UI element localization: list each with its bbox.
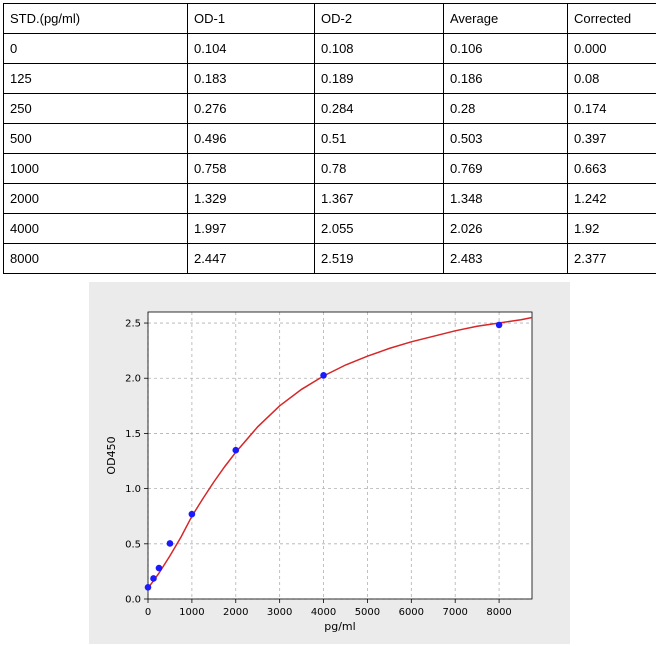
table-cell: 1.242 xyxy=(567,183,656,214)
table-cell: 2.483 xyxy=(443,243,568,274)
table-row: 125 0.183 0.189 0.186 0.08 xyxy=(3,63,656,94)
x-tick-label: 8000 xyxy=(486,607,511,618)
table-row: 1000 0.758 0.78 0.769 0.663 xyxy=(3,153,656,184)
table-cell: 250 xyxy=(3,93,188,124)
table-header-cell: OD-2 xyxy=(314,3,444,34)
table-cell: 0.174 xyxy=(567,93,656,124)
x-tick-label: 7000 xyxy=(442,607,467,618)
y-tick-label: 1.0 xyxy=(125,484,141,495)
table-cell: 0.186 xyxy=(443,63,568,94)
x-tick-label: 2000 xyxy=(223,607,248,618)
table-row: 4000 1.997 2.055 2.026 1.92 xyxy=(3,213,656,244)
table-cell: 0.758 xyxy=(187,153,315,184)
standard-curve-chart: 0 1000 2000 3000 4000 5000 6000 7000 8000 0.0 0.5 1… xyxy=(105,311,533,633)
y-axis-label: OD450 xyxy=(105,436,118,474)
table-cell: 0.503 xyxy=(443,123,568,154)
table-cell: 2.026 xyxy=(443,213,568,244)
table-cell: 0.104 xyxy=(187,33,315,64)
table-row: 2000 1.329 1.367 1.348 1.242 xyxy=(3,183,656,214)
table-cell: 0.284 xyxy=(314,93,444,124)
data-point xyxy=(155,564,163,572)
plot-area xyxy=(148,312,532,599)
table-cell: 2.055 xyxy=(314,213,444,244)
table-cell: 0.108 xyxy=(314,33,444,64)
x-tick-label: 6000 xyxy=(399,607,424,618)
table-cell: 0 xyxy=(3,33,188,64)
table-cell: 0.663 xyxy=(567,153,656,184)
table-cell: 0.496 xyxy=(187,123,315,154)
fit-curve-line xyxy=(147,316,533,589)
y-tick-label: 0.5 xyxy=(125,539,141,550)
table-cell: 2.519 xyxy=(314,243,444,274)
table-cell: 8000 xyxy=(3,243,188,274)
table-cell: 0.276 xyxy=(187,93,315,124)
table-header-cell: Corrected xyxy=(567,3,656,34)
x-tick-label: 5000 xyxy=(355,607,380,618)
table-cell: 2.447 xyxy=(187,243,315,274)
table-header-cell: STD.(pg/ml) xyxy=(3,3,188,34)
table-cell: 125 xyxy=(3,63,188,94)
table-cell: 0.78 xyxy=(314,153,444,184)
table-cell: 2.377 xyxy=(567,243,656,274)
table-cell: 1.348 xyxy=(443,183,568,214)
table-cell: 4000 xyxy=(3,213,188,244)
standard-table: STD.(pg/ml) OD-1 OD-2 Average Corrected 0 0.10… xyxy=(3,3,656,274)
table-cell: 1.367 xyxy=(314,183,444,214)
table-cell: 1.329 xyxy=(187,183,315,214)
table-row: 500 0.496 0.51 0.503 0.397 xyxy=(3,123,656,154)
data-point xyxy=(144,583,152,591)
x-axis-label: pg/ml xyxy=(324,620,355,633)
table-cell: 0.769 xyxy=(443,153,568,184)
table-header-cell: OD-1 xyxy=(187,3,315,34)
table-cell: 0.189 xyxy=(314,63,444,94)
table-cell: 2000 xyxy=(3,183,188,214)
x-tick-label: 3000 xyxy=(267,607,292,618)
table-row: 250 0.276 0.284 0.28 0.174 xyxy=(3,93,656,124)
table-cell: 0.183 xyxy=(187,63,315,94)
table-header-row: STD.(pg/ml) OD-1 OD-2 Average Corrected xyxy=(3,3,656,34)
table-cell: 500 xyxy=(3,123,188,154)
table-cell: 0.106 xyxy=(443,33,568,64)
y-tick-label: 2.5 xyxy=(125,319,141,330)
table-cell: 0.08 xyxy=(567,63,656,94)
chart-figure: 0 1000 2000 3000 4000 5000 6000 7000 8000 0.0 0.5 1… xyxy=(89,282,570,644)
data-point xyxy=(232,446,240,454)
y-tick-label: 1.5 xyxy=(125,429,141,440)
table-cell: 0.000 xyxy=(567,33,656,64)
x-tick-label: 1000 xyxy=(179,607,204,618)
table-cell: 1.92 xyxy=(567,213,656,244)
table-cell: 0.51 xyxy=(314,123,444,154)
data-point xyxy=(495,321,503,329)
table-row: 0 0.104 0.108 0.106 0.000 xyxy=(3,33,656,64)
data-point xyxy=(150,575,157,582)
x-tick-label: 0 xyxy=(145,607,151,618)
table-cell: 1.997 xyxy=(187,213,315,244)
table-header-cell: Average xyxy=(443,3,568,34)
table-cell: 1000 xyxy=(3,153,188,184)
y-tick-label: 0.0 xyxy=(125,595,141,606)
data-point xyxy=(188,510,196,518)
data-point xyxy=(166,540,174,547)
y-tick-label: 2.0 xyxy=(125,374,141,385)
plot-frame xyxy=(147,311,533,600)
x-tick-label: 4000 xyxy=(311,607,336,618)
table-cell: 0.28 xyxy=(443,93,568,124)
table-cell: 0.397 xyxy=(567,123,656,154)
data-point xyxy=(320,372,327,379)
table-row: 8000 2.447 2.519 2.483 2.377 xyxy=(3,243,656,274)
